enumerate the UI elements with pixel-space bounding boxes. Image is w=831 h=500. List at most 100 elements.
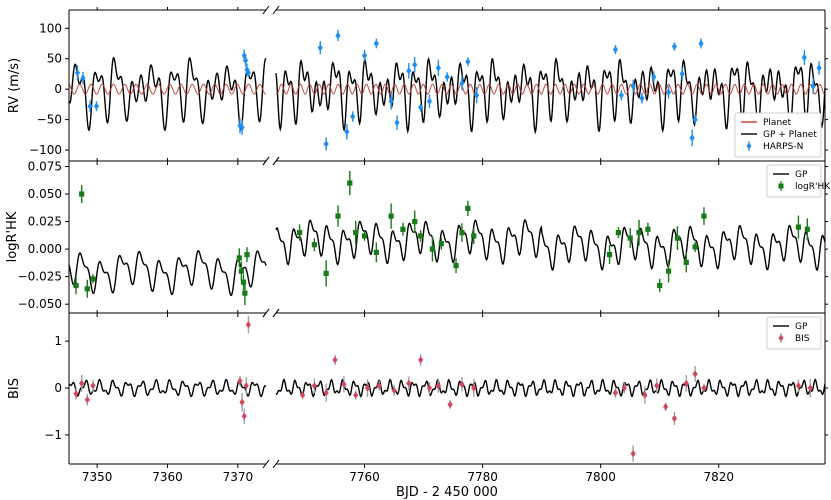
data-point [79, 191, 85, 197]
y-tick-label: 100 [39, 21, 62, 35]
data-point [654, 382, 660, 390]
data-point [335, 213, 341, 219]
data-point [388, 97, 394, 105]
data-point [674, 235, 681, 241]
data-point [73, 390, 79, 398]
y-tick-label: 0.050 [28, 187, 62, 201]
data-point [701, 213, 707, 219]
data-point [692, 370, 698, 378]
data-point [344, 128, 350, 136]
data-point [418, 233, 424, 239]
data-point [701, 384, 707, 392]
data-point [317, 44, 323, 52]
axis-break-mark [272, 5, 280, 15]
data-point [630, 82, 636, 90]
x-tick-label: 7820 [703, 470, 734, 484]
data-point [606, 252, 613, 258]
data-point [426, 97, 433, 105]
x-tick-label: 7370 [223, 470, 254, 484]
data-point [679, 70, 685, 78]
data-point [612, 45, 619, 54]
axis-break-mark [262, 459, 270, 469]
data-point [74, 69, 81, 77]
planet-curve-1-seg2 [275, 83, 826, 95]
y-tick-label: 1 [54, 334, 62, 348]
data-point [93, 102, 100, 110]
data-point [698, 39, 704, 48]
y-tick-label: 0.075 [28, 160, 62, 174]
data-point [612, 389, 619, 397]
gp-curve-3-seg2 [275, 378, 826, 398]
legend-label: BIS [795, 334, 810, 344]
data-point [642, 391, 648, 399]
data-point [665, 88, 672, 96]
data-point [795, 382, 802, 390]
data-point [353, 391, 359, 399]
y-tick-label: −0.050 [18, 297, 62, 311]
data-point [465, 58, 471, 66]
data-point [297, 229, 303, 236]
data-point [618, 91, 624, 99]
data-point [245, 69, 252, 77]
y-tick-label: −1 [44, 428, 62, 442]
data-point [444, 73, 450, 81]
data-point [683, 259, 689, 265]
data-point [236, 255, 242, 261]
y-tick-label: 0.025 [28, 215, 62, 229]
data-point [671, 42, 678, 51]
data-point [671, 414, 678, 423]
data-point [639, 94, 645, 102]
data-point [73, 282, 79, 289]
data-point [364, 384, 371, 392]
data-point [418, 356, 424, 364]
y-tick-label: −50 [37, 113, 62, 127]
x-tick-label: 7780 [467, 470, 498, 484]
data-point [353, 229, 359, 236]
data-point [429, 246, 436, 252]
data-point [435, 64, 441, 72]
data-point [426, 384, 433, 392]
data-point [394, 119, 400, 127]
legend-label: HARPS-N [763, 142, 803, 152]
legend-1: Planet GP + Planet HARPS-N [734, 112, 822, 158]
data-point [311, 382, 317, 390]
legend-box [734, 112, 822, 158]
data-point [459, 79, 465, 87]
data-point [465, 205, 471, 211]
data-point [244, 252, 250, 258]
legend-3: GP BIS [766, 316, 822, 350]
data-point [438, 241, 444, 247]
y-tick-label: 50 [47, 52, 62, 66]
data-point [447, 400, 453, 409]
panel-3: −1 0 1 BIS GP BIS [7, 308, 828, 469]
legend-label: GP [795, 322, 808, 332]
data-point [683, 379, 689, 387]
data-point [418, 103, 424, 112]
data-point [615, 229, 621, 236]
data-point [657, 282, 663, 289]
data-point [636, 229, 642, 236]
y-tick-label: −100 [29, 143, 62, 157]
data-point [459, 229, 465, 236]
data-point [347, 180, 353, 186]
y-axis-label: BIS [7, 378, 22, 399]
y-tick-label: 0 [54, 82, 62, 96]
gp-curve-1-seg1 [68, 56, 267, 132]
data-point [406, 379, 412, 387]
data-point [692, 115, 698, 124]
data-point [807, 384, 813, 392]
y-axis-label: logR'HK [5, 211, 20, 262]
data-point [238, 268, 244, 274]
axis-break-mark [272, 156, 280, 166]
data-point [459, 380, 465, 388]
data-point [412, 61, 418, 69]
y-tick-label: 0 [54, 381, 62, 395]
data-point [689, 134, 695, 142]
data-point [630, 450, 636, 458]
axis-break-mark [262, 5, 270, 15]
axis-break-mark [272, 459, 280, 469]
legend-label: GP + Planet [763, 130, 817, 140]
data-point [804, 226, 810, 232]
data-point [240, 279, 247, 285]
data-point [84, 396, 90, 404]
